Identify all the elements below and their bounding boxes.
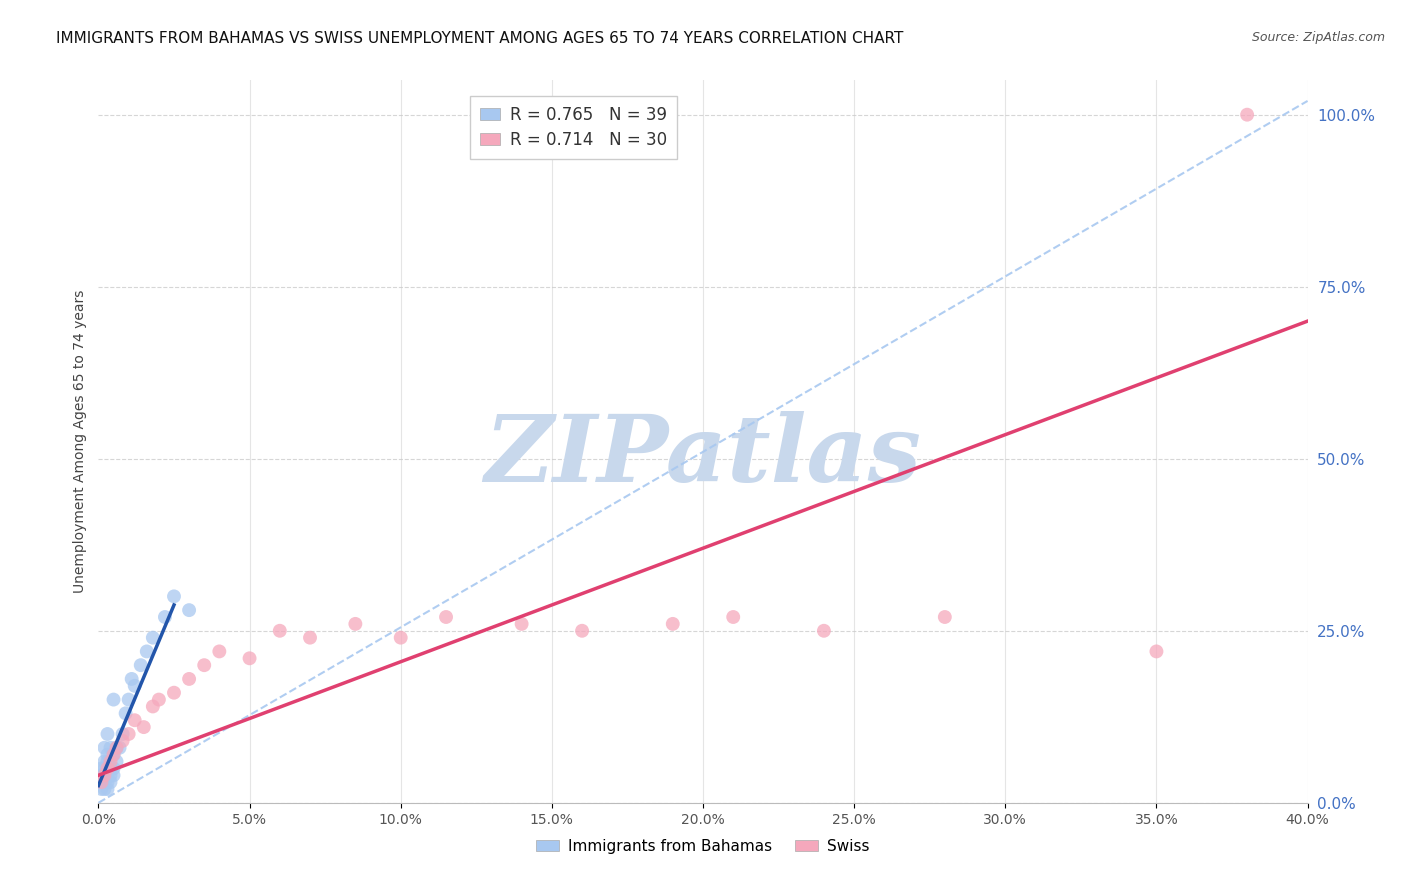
Y-axis label: Unemployment Among Ages 65 to 74 years: Unemployment Among Ages 65 to 74 years [73,290,87,593]
Point [124,679,146,693]
Point [813,624,835,638]
Text: ZIPatlas: ZIPatlas [485,411,921,501]
Point [269,624,291,638]
Point [208,644,231,658]
Point [163,686,186,700]
Point [108,740,131,755]
Point [163,590,186,604]
Point [90,782,112,797]
Point [111,734,134,748]
Point [96,761,118,775]
Point [148,692,170,706]
Point [96,747,118,762]
Point [105,740,128,755]
Point [100,775,122,789]
Point [153,610,176,624]
Point [100,761,122,775]
Point [571,624,593,638]
Point [1144,644,1167,658]
Point [103,768,125,782]
Point [93,768,115,782]
Point [135,644,157,658]
Legend: Immigrants from Bahamas, Swiss: Immigrants from Bahamas, Swiss [530,833,876,860]
Text: Source: ZipAtlas.com: Source: ZipAtlas.com [1251,31,1385,45]
Point [389,631,412,645]
Point [193,658,215,673]
Point [96,782,118,797]
Point [121,672,143,686]
Point [129,658,152,673]
Point [100,740,122,755]
Point [96,755,118,769]
Point [124,713,146,727]
Point [93,740,115,755]
Point [96,727,118,741]
Point [344,616,367,631]
Point [90,775,112,789]
Point [93,768,115,782]
Point [179,672,201,686]
Point [103,747,125,762]
Point [510,616,533,631]
Point [96,775,118,789]
Point [93,761,115,775]
Point [90,768,112,782]
Point [142,699,165,714]
Point [179,603,201,617]
Point [142,631,165,645]
Point [132,720,155,734]
Point [239,651,262,665]
Point [100,755,122,769]
Point [90,775,112,789]
Point [103,747,125,762]
Point [1236,108,1258,122]
Point [114,706,136,721]
Point [105,740,128,755]
Point [118,692,141,706]
Point [661,616,683,631]
Point [103,761,125,775]
Point [96,761,118,775]
Point [100,768,122,782]
Point [105,755,128,769]
Point [723,610,745,624]
Point [96,768,118,782]
Point [118,727,141,741]
Point [111,727,134,741]
Point [299,631,322,645]
Point [934,610,956,624]
Point [103,692,125,706]
Point [434,610,457,624]
Point [93,755,115,769]
Point [90,761,112,775]
Point [93,775,115,789]
Text: IMMIGRANTS FROM BAHAMAS VS SWISS UNEMPLOYMENT AMONG AGES 65 TO 74 YEARS CORRELAT: IMMIGRANTS FROM BAHAMAS VS SWISS UNEMPLO… [56,31,904,46]
Point [93,782,115,797]
